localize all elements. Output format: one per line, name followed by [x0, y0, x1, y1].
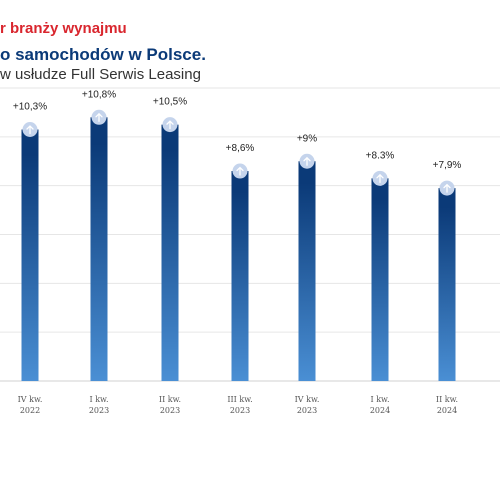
data-label: +8.3% — [366, 150, 395, 161]
x-tick-label: I kw. — [371, 395, 390, 404]
arrow-up-circle-icon — [22, 122, 38, 138]
chart-title-line-1: r branży wynajmu — [0, 20, 127, 37]
chart-subtitle: w usłudze Full Serwis Leasing — [0, 66, 201, 83]
x-tick-label: I kw. — [90, 395, 109, 404]
data-label: +9% — [297, 133, 317, 144]
data-label: +10,5% — [153, 97, 187, 108]
bar — [90, 117, 108, 382]
bar — [298, 161, 316, 381]
arrow-up-circle-icon — [439, 180, 455, 196]
x-tick-label: IV kw. — [18, 395, 43, 404]
bar — [438, 188, 456, 381]
chart-title-line-2: o samochodów w Polsce. — [0, 45, 206, 64]
data-label: +10,8% — [82, 89, 116, 100]
arrow-up-circle-icon — [372, 170, 388, 186]
x-tick-label: IV kw. — [295, 395, 320, 404]
arrow-up-circle-icon — [162, 117, 178, 133]
arrow-up-circle-icon — [299, 153, 315, 169]
arrow-up-circle-icon — [232, 163, 248, 179]
x-tick-label: III kw. — [227, 395, 252, 404]
x-tick-label: 2023 — [160, 406, 180, 415]
x-tick-label: 2022 — [20, 406, 40, 415]
bar — [371, 178, 389, 381]
data-label: +8,6% — [226, 143, 255, 154]
arrow-up-circle-icon — [91, 109, 107, 125]
bar — [21, 129, 39, 381]
x-tick-label: 2023 — [230, 406, 250, 415]
bar — [231, 171, 249, 381]
data-label: +10,3% — [13, 102, 47, 113]
x-tick-label: 2024 — [437, 406, 457, 415]
x-tick-label: II kw. — [436, 395, 458, 404]
x-tick-label: 2024 — [370, 406, 390, 415]
bar — [161, 124, 179, 381]
x-tick-label: II kw. — [159, 395, 181, 404]
data-label: +7,9% — [433, 160, 462, 171]
x-tick-label: 2023 — [89, 406, 109, 415]
x-tick-label: 2023 — [297, 406, 317, 415]
